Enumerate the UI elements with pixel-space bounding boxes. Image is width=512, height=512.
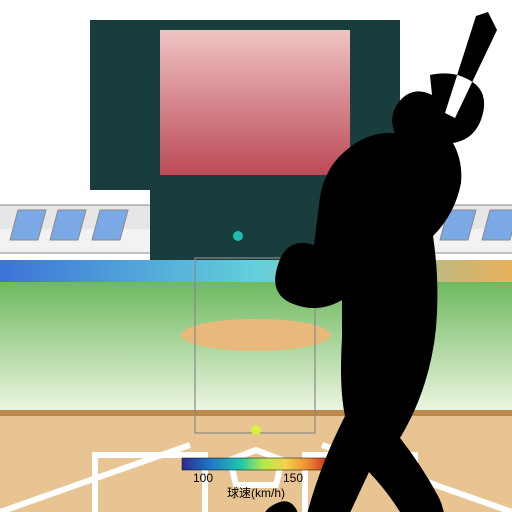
legend-label: 球速(km/h)	[227, 486, 285, 500]
scoreboard-screen	[160, 30, 350, 175]
legend-tick: 100	[193, 471, 213, 485]
speed-legend	[182, 458, 330, 470]
mound	[181, 319, 331, 351]
legend-tick: 150	[283, 471, 303, 485]
pitch-marker	[233, 231, 243, 241]
pitch-marker	[251, 425, 261, 435]
pitch-location-chart: 100 150球速(km/h)	[0, 0, 512, 512]
